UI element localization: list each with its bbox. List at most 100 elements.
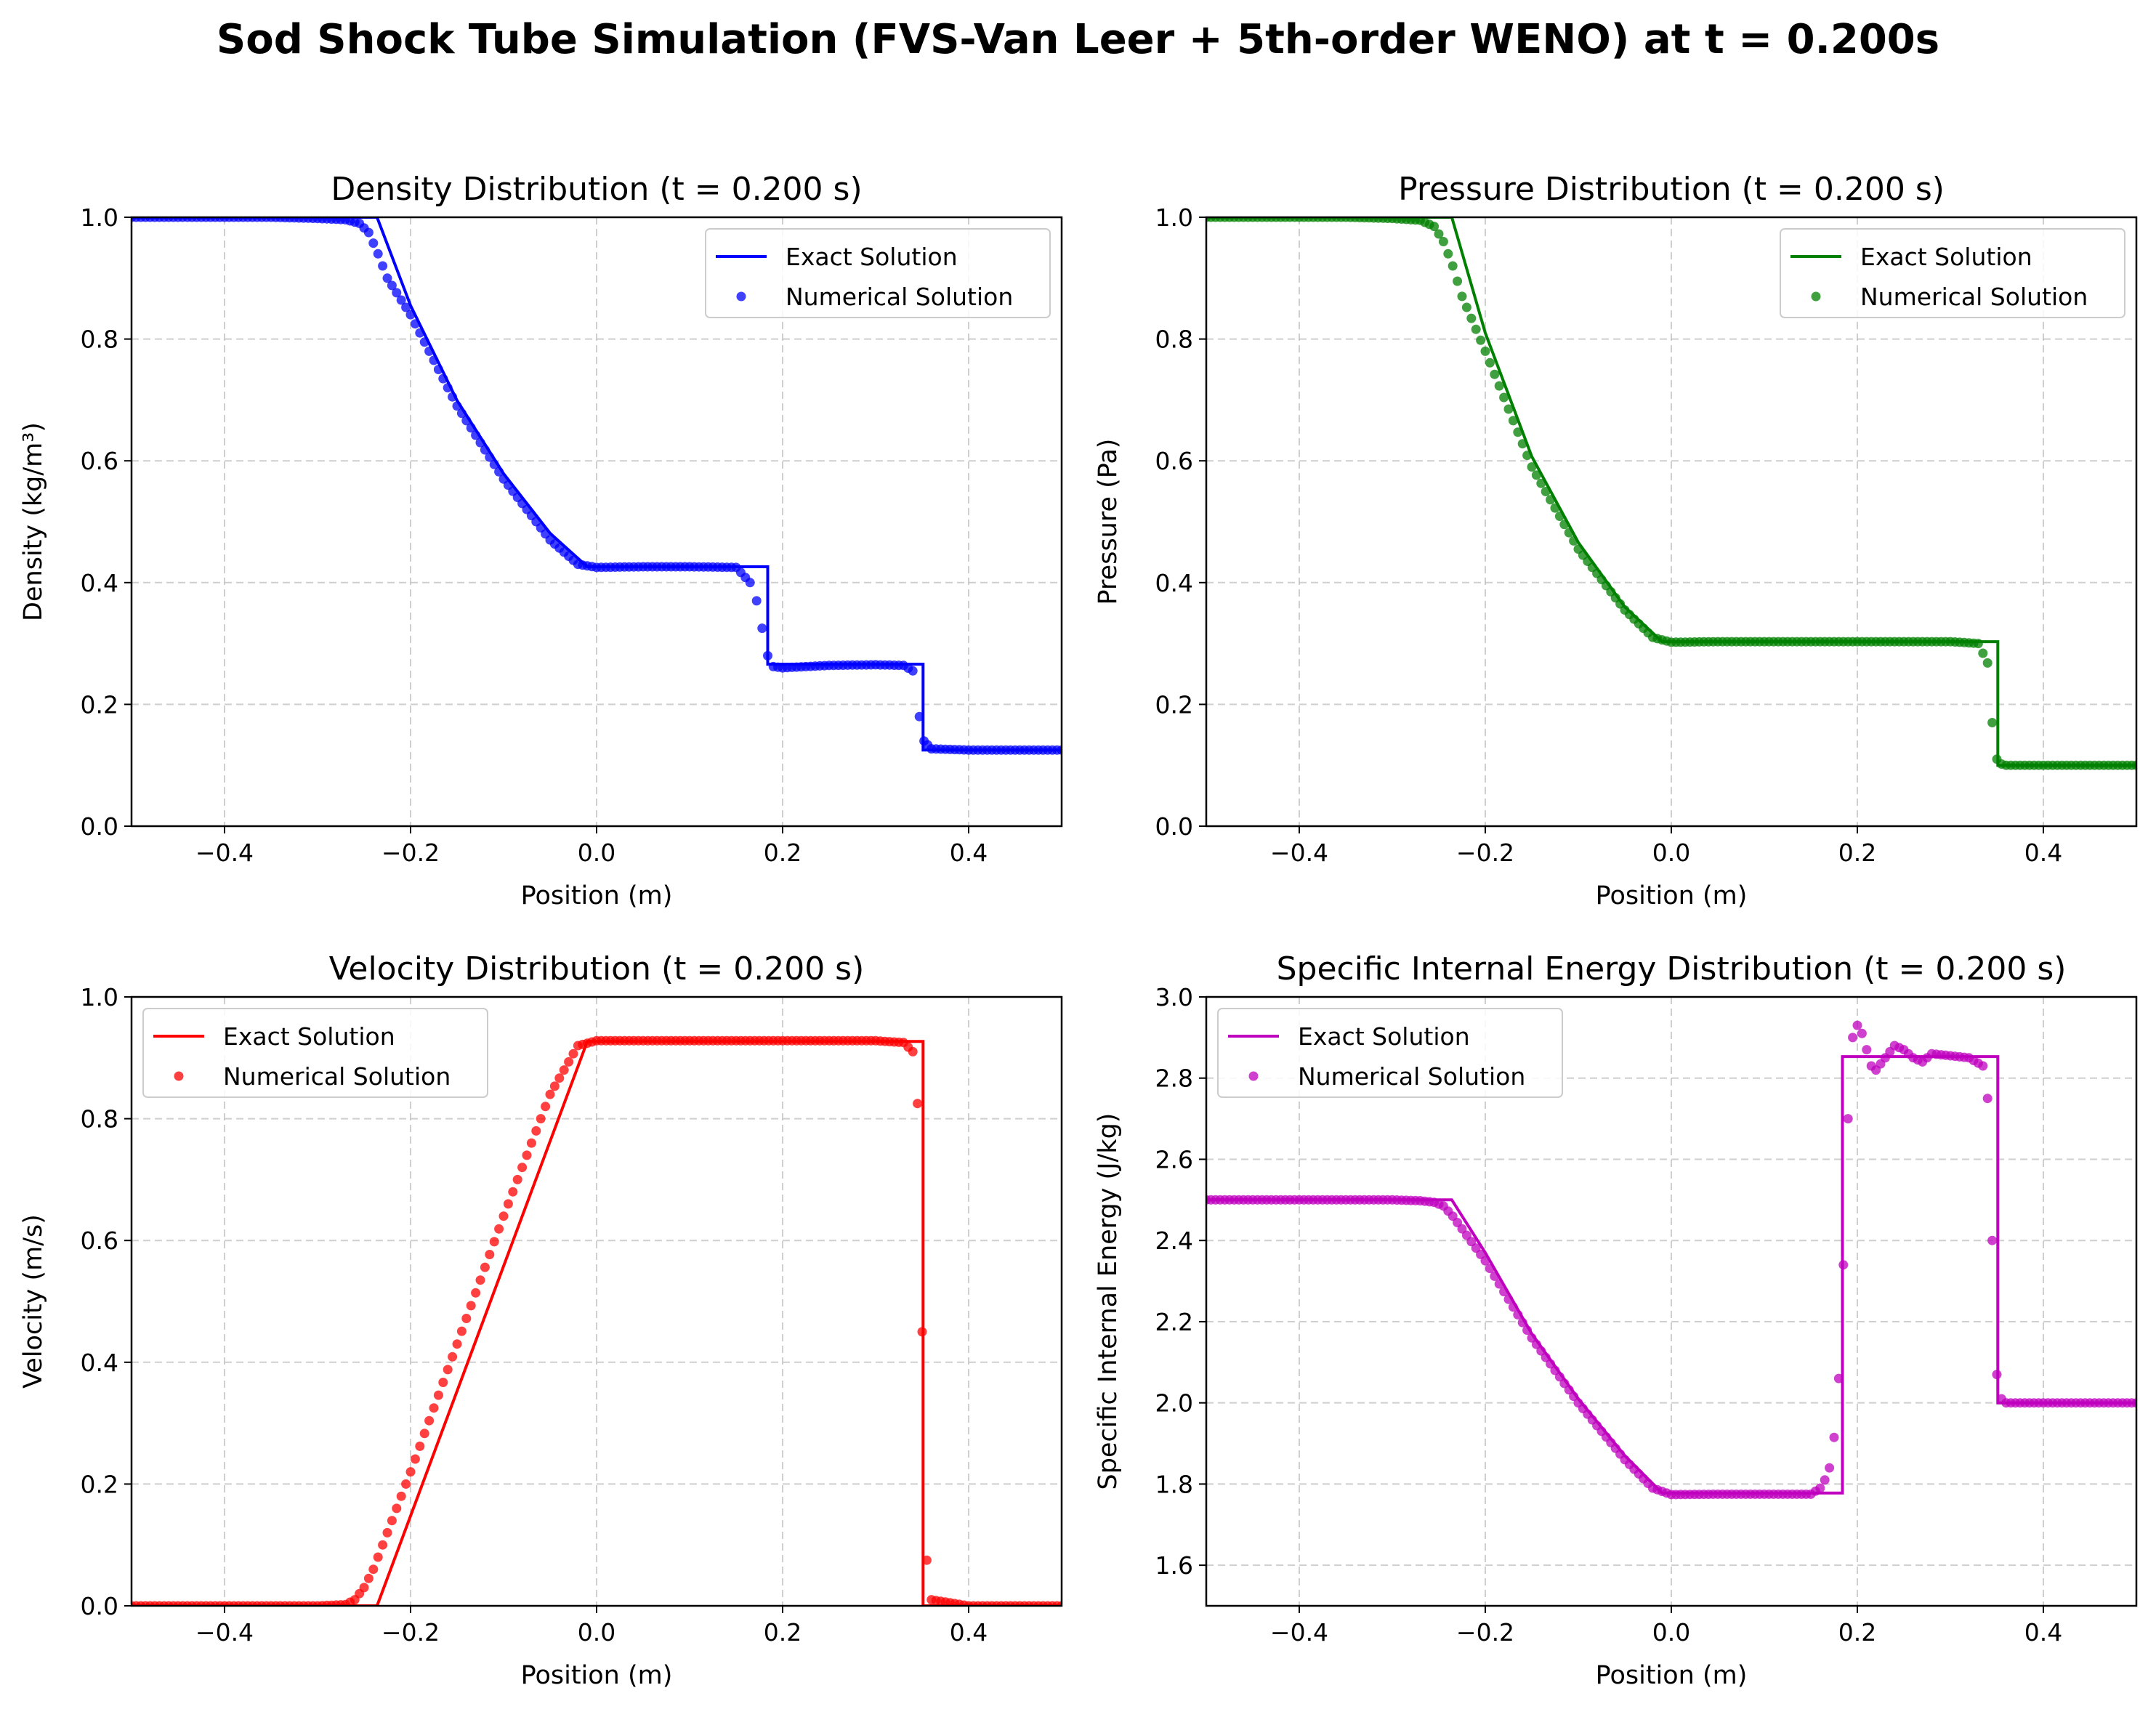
velocity-title: Velocity Distribution (t = 0.200 s) [329,950,865,987]
pressure-numerical-point [1531,470,1541,480]
velocity-numerical-point [456,1326,467,1336]
density-numerical-point [396,295,406,305]
pressure-numerical-point [1982,658,1993,668]
velocity-numerical-point [448,1352,458,1362]
energy-xtick-label: 0.2 [1838,1618,1876,1647]
pressure-numerical-point [1508,416,1518,426]
velocity-ytick-label: 1.0 [81,983,118,1011]
density-numerical-point [480,445,490,455]
velocity-numerical-point [363,1573,374,1583]
density-numerical-point [908,666,918,676]
pressure-xtick-label: 0.0 [1652,839,1690,867]
energy-numerical-point [1857,1028,1867,1038]
energy-numerical-point [1508,1302,1518,1312]
velocity-xtick-label: −0.4 [195,1618,254,1647]
pressure-ytick-label: 0.8 [1155,326,1193,354]
velocity-numerical-point [917,1327,927,1337]
pressure-ytick-label: 0.2 [1155,690,1193,719]
energy-numerical-point [1517,1317,1527,1328]
energy-numerical-point [1499,1287,1509,1297]
velocity-numerical-point [1057,1601,1062,1606]
velocity-numerical-point [545,1089,555,1099]
velocity-numerical-point [387,1516,397,1526]
density-numerical-point [456,408,467,419]
density-numerical-point [448,392,458,402]
velocity-numerical-point [368,1564,379,1575]
energy-numerical-point [1833,1373,1844,1383]
density-legend: Exact Solution Numerical Solution [705,228,1051,318]
pressure-ytick-label: 0.6 [1155,447,1193,475]
velocity-numerical-point [549,1081,560,1091]
velocity-numerical-point [480,1262,490,1272]
density-numerical-point [368,238,379,249]
velocity-numerical-point [489,1237,499,1247]
velocity-numerical-point [568,1049,578,1059]
pressure-numerical-point [1987,718,1998,727]
density-numerical-point [763,650,772,660]
density-numerical-point [382,273,392,283]
pressure-numerical-point [1494,381,1504,391]
energy-numerical-point [1503,1294,1514,1304]
density-legend-exact: Exact Solution [786,243,958,271]
velocity-numerical-point [392,1503,402,1514]
density-xtick-label: −0.4 [195,839,254,867]
density-numerical-point [438,373,448,384]
velocity-numerical-point [466,1301,476,1311]
density-numerical-point [489,459,499,469]
energy-legend: Exact Solution Numerical Solution [1217,1008,1563,1098]
density-legend-numerical: Numerical Solution [786,283,1013,311]
pressure-numerical-point [1554,512,1564,521]
pressure-numerical-point [1480,346,1490,356]
density-ytick-label: 0.4 [81,569,118,597]
energy-numerical-point [1992,1370,2002,1380]
energy-numerical-point [1862,1045,1872,1055]
pressure-ytick-label: 0.0 [1155,812,1193,841]
velocity-subplot: −0.4 −0.2 0.0 0.2 0.4 0.0 0.2 0.4 0.6 0.8 1.0 Veloc… [19,950,1063,1690]
energy-numerical-point [1852,1020,1862,1030]
density-xtick-label: 0.2 [764,839,802,867]
energy-ytick-label: 1.6 [1155,1551,1193,1580]
velocity-xtick-label: 0.4 [950,1618,988,1647]
velocity-numerical-point [378,1540,388,1550]
pressure-numerical-point [1443,249,1453,259]
velocity-ytick-label: 0.8 [81,1105,118,1134]
velocity-numerical-point [559,1065,569,1075]
density-numerical-point [485,452,495,462]
pressure-numerical-point [1517,439,1527,449]
density-xtick-label: −0.2 [381,839,440,867]
pressure-legend: Exact Solution Numerical Solution [1780,228,2125,318]
density-ytick-label: 0.2 [81,690,118,719]
pressure-numerical-point [1522,451,1533,461]
pressure-numerical-point [1546,495,1556,505]
energy-numerical-point [1522,1325,1533,1336]
energy-numerical-point [1513,1309,1523,1320]
velocity-numerical-point [419,1429,429,1439]
velocity-ytick-label: 0.4 [81,1349,118,1377]
density-numerical-point [757,623,767,634]
velocity-numerical-point [471,1288,481,1298]
density-ytick-label: 0.0 [81,812,118,841]
energy-title: Specific Internal Energy Distribution (t… [1277,950,2067,987]
energy-legend-marker-swatch [1248,1071,1259,1081]
energy-ylabel: Specific Internal Energy (J/kg) [1094,1113,1123,1490]
density-numerical-point [751,596,762,606]
velocity-numerical-point [382,1527,392,1538]
velocity-legend-exact: Exact Solution [223,1022,395,1051]
pressure-xtick-label: −0.2 [1456,839,1514,867]
energy-ytick-label: 3.0 [1155,983,1193,1011]
density-legend-marker-swatch [736,291,746,302]
pressure-numerical-point [1978,648,1988,658]
velocity-numerical-point [512,1174,522,1184]
energy-xtick-label: 0.0 [1652,1618,1690,1647]
velocity-numerical-point [522,1150,532,1160]
velocity-ytick-label: 0.2 [81,1470,118,1498]
density-numerical-point [471,430,481,440]
density-numerical-point [405,310,416,320]
pressure-ylabel: Pressure (Pa) [1094,439,1123,605]
density-ytick-label: 0.8 [81,326,118,354]
energy-subplot: −0.4 −0.2 0.0 0.2 0.4 1.6 1.8 2.0 2.2 2.4 2.6 2.8 3.… [1094,950,2138,1690]
energy-ytick-label: 2.4 [1155,1227,1193,1255]
energy-legend-exact: Exact Solution [1298,1022,1470,1051]
figure-title: Sod Shock Tube Simulation (FVS-Van Leer … [216,16,1940,63]
velocity-legend: Exact Solution Numerical Solution [142,1008,488,1098]
